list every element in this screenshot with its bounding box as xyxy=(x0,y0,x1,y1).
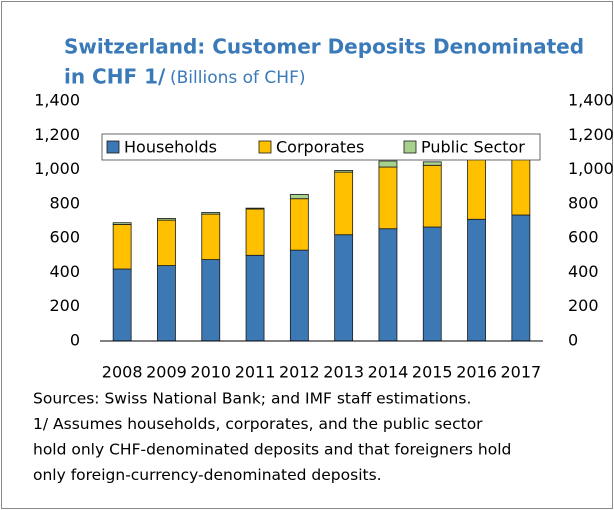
legend-box xyxy=(101,133,541,161)
bar xyxy=(334,170,354,173)
chart-title: Switzerland: Customer Deposits Denominat… xyxy=(64,35,584,59)
y-tick-label: 600 xyxy=(49,228,80,247)
bar xyxy=(422,226,442,342)
chart-title: in CHF 1/ xyxy=(64,65,166,89)
legend-swatch xyxy=(258,140,272,154)
bar xyxy=(334,234,354,342)
bar xyxy=(289,194,309,200)
bar xyxy=(112,268,132,342)
y2-tick-label: 200 xyxy=(568,296,599,315)
y-tick-label: 1,200 xyxy=(34,125,80,144)
legend-label: Corporates xyxy=(276,138,364,157)
y2-tick-label: 600 xyxy=(568,228,599,247)
x-tick-label: 2011 xyxy=(235,363,276,382)
legend-swatch xyxy=(106,140,120,154)
legend-label: Public Sector xyxy=(421,138,525,157)
x-tick-label: 2008 xyxy=(102,363,143,382)
bar xyxy=(511,214,531,342)
y2-tick-label: 1,000 xyxy=(568,159,614,178)
y2-tick-label: 0 xyxy=(568,331,578,350)
bar xyxy=(157,265,176,342)
bar xyxy=(245,254,265,342)
bar xyxy=(467,218,486,342)
note: hold only CHF-denominated deposits and t… xyxy=(33,441,511,459)
bar xyxy=(157,218,176,221)
y2-tick-label: 400 xyxy=(568,262,599,281)
bar xyxy=(245,207,265,210)
y2-tick-label: 1,200 xyxy=(568,125,614,144)
x-tick-label: 2009 xyxy=(146,363,187,382)
x-tick-label: 2012 xyxy=(279,363,320,382)
bar xyxy=(422,164,442,228)
x-tick-label: 2010 xyxy=(190,363,231,382)
legend-swatch xyxy=(403,140,417,154)
bar xyxy=(378,166,398,230)
bar xyxy=(378,160,398,168)
bar xyxy=(289,249,309,342)
bar xyxy=(245,208,265,256)
y-tick-label: 200 xyxy=(49,296,80,315)
y-tick-label: 1,000 xyxy=(34,159,80,178)
bar xyxy=(467,157,486,220)
bar xyxy=(334,171,354,236)
x-tick-label: 2014 xyxy=(368,363,409,382)
legend-label: Households xyxy=(124,138,217,157)
y-tick-label: 400 xyxy=(49,262,80,281)
bar xyxy=(289,198,309,251)
bar xyxy=(112,222,132,225)
y-tick-label: 0 xyxy=(70,331,80,350)
x-tick-label: 2015 xyxy=(412,363,453,382)
y2-tick-label: 800 xyxy=(568,193,599,212)
x-tick-label: 2017 xyxy=(500,363,541,382)
bar xyxy=(201,259,221,342)
chart-subtitle: (Billions of CHF) xyxy=(170,68,305,88)
bar xyxy=(201,212,221,215)
bar xyxy=(422,161,442,166)
bar xyxy=(201,213,221,260)
note: 1/ Assumes households, corporates, and t… xyxy=(33,415,483,433)
bar xyxy=(378,228,398,342)
x-tick-label: 2016 xyxy=(456,363,497,382)
y2-tick-label: 1,400 xyxy=(568,91,614,110)
bar xyxy=(112,224,132,270)
x-tick-label: 2013 xyxy=(323,363,364,382)
note: only foreign-currency-denominated deposi… xyxy=(33,466,382,484)
bar xyxy=(157,219,176,266)
y-tick-label: 800 xyxy=(49,193,80,212)
note: Sources: Swiss National Bank; and IMF st… xyxy=(33,390,471,408)
y-tick-label: 1,400 xyxy=(34,91,80,110)
